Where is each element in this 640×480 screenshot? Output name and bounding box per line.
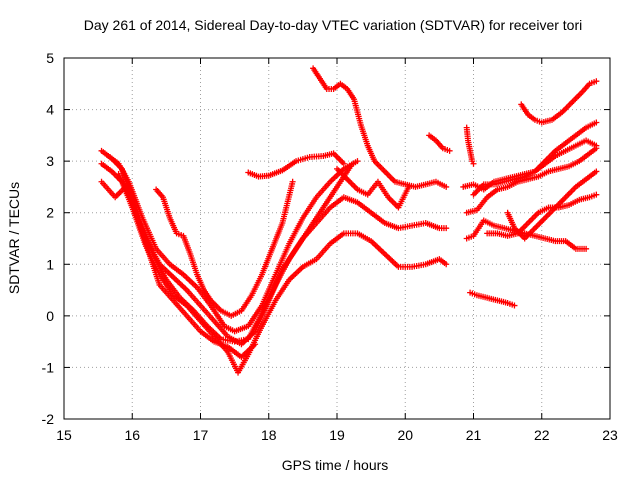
y-tick-label: -1 — [42, 359, 55, 375]
data-point — [593, 119, 600, 126]
x-tick-label: 23 — [602, 427, 618, 443]
x-tick-label: 22 — [534, 427, 550, 443]
data-point — [252, 341, 259, 348]
data-point — [405, 183, 412, 190]
series-s4 — [153, 178, 296, 319]
data-point — [593, 145, 600, 152]
y-tick-label: 2 — [46, 205, 54, 221]
series-s12 — [463, 124, 477, 167]
series-s3 — [98, 178, 450, 345]
x-tick-label: 19 — [329, 427, 345, 443]
series-s15 — [467, 289, 518, 309]
x-tick-label: 16 — [124, 427, 140, 443]
y-axis-ticks: -2 -1 0 1 2 3 4 5 — [42, 50, 610, 427]
y-tick-label: 5 — [46, 50, 54, 66]
series-s5 — [105, 152, 361, 335]
series-s6 — [115, 171, 259, 361]
data-point — [511, 302, 518, 309]
y-tick-label: 3 — [46, 153, 54, 169]
series-s10 — [426, 132, 453, 154]
x-tick-label: 20 — [397, 427, 413, 443]
data-point — [443, 183, 450, 190]
x-tick-label: 15 — [56, 427, 72, 443]
data-point — [583, 245, 590, 252]
y-tick-label: 1 — [46, 256, 54, 272]
series-s18 — [518, 78, 600, 126]
data-point — [593, 168, 600, 175]
data-point — [289, 178, 296, 185]
chart-title: Day 261 of 2014, Sidereal Day-to-day VTE… — [84, 17, 583, 33]
data-point — [354, 158, 361, 165]
data-point — [443, 261, 450, 268]
data-point — [443, 225, 450, 232]
series-s7 — [245, 150, 347, 180]
x-axis-ticks: 15 16 17 18 19 20 21 22 23 — [56, 58, 618, 443]
series-s9 — [334, 165, 412, 211]
data-point — [470, 160, 477, 167]
x-axis-label: GPS time / hours — [282, 457, 389, 473]
y-tick-label: -2 — [42, 411, 55, 427]
data-point — [340, 160, 347, 167]
series-s19 — [470, 119, 600, 198]
y-axis-label: SDTVAR / TECUs — [6, 182, 22, 294]
x-tick-label: 18 — [261, 427, 277, 443]
data-point — [593, 78, 600, 85]
data-point — [593, 191, 600, 198]
x-tick-label: 21 — [466, 427, 482, 443]
series-s17 — [504, 168, 600, 242]
x-tick-label: 17 — [193, 427, 209, 443]
data-point — [446, 147, 453, 154]
y-tick-label: 0 — [46, 308, 54, 324]
series-s13 — [463, 145, 600, 216]
series-s1 — [98, 147, 354, 348]
series-s8 — [310, 65, 450, 190]
y-tick-label: 4 — [46, 102, 54, 118]
data-series — [98, 65, 600, 376]
